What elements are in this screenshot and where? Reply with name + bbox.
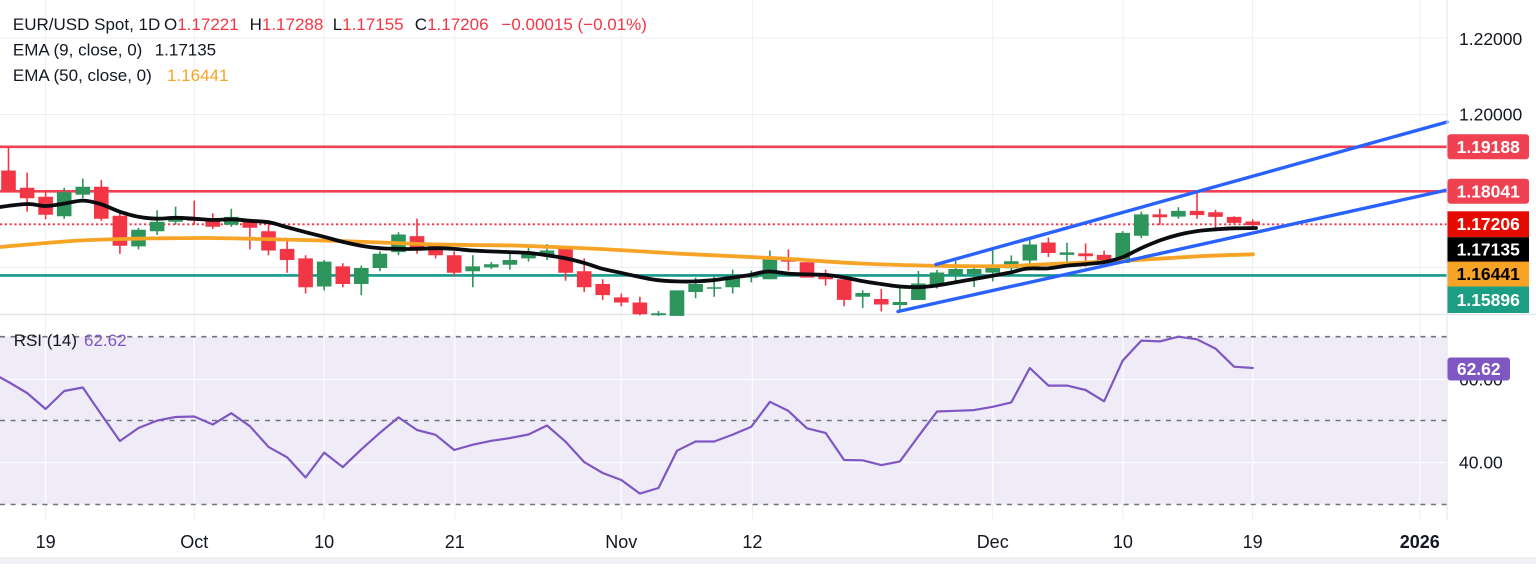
svg-text:40.00: 40.00 [1459, 453, 1503, 473]
svg-text:12: 12 [742, 532, 762, 552]
svg-text:1.19188: 1.19188 [1457, 137, 1521, 157]
svg-text:1.22000: 1.22000 [1459, 29, 1523, 49]
svg-text:2026: 2026 [1400, 532, 1440, 552]
svg-text:1.18041: 1.18041 [1457, 181, 1521, 201]
svg-text:Nov: Nov [605, 532, 637, 552]
svg-text:EMA (50, close, 0)1.16441: EMA (50, close, 0) 1.16441 [13, 66, 229, 85]
svg-text:Oct: Oct [180, 532, 208, 552]
svg-text:1.17206: 1.17206 [1457, 214, 1521, 234]
svg-text:19: 19 [1243, 532, 1263, 552]
svg-text:21: 21 [445, 532, 465, 552]
svg-text:1.20000: 1.20000 [1459, 105, 1523, 125]
svg-text:62.62: 62.62 [1457, 359, 1501, 379]
svg-text:EMA (9, close, 0)1.17135: EMA (9, close, 0) 1.17135 [13, 41, 216, 60]
svg-text:1.16441: 1.16441 [1457, 264, 1521, 284]
svg-text:RSI (14)62.62: RSI (14) 62.62 [14, 331, 127, 350]
svg-text:10: 10 [314, 532, 334, 552]
svg-text:Dec: Dec [977, 532, 1009, 552]
svg-text:19: 19 [36, 532, 56, 552]
svg-text:1.17135: 1.17135 [1457, 240, 1521, 260]
svg-text:10: 10 [1113, 532, 1133, 552]
svg-text:1.15896: 1.15896 [1457, 290, 1521, 310]
